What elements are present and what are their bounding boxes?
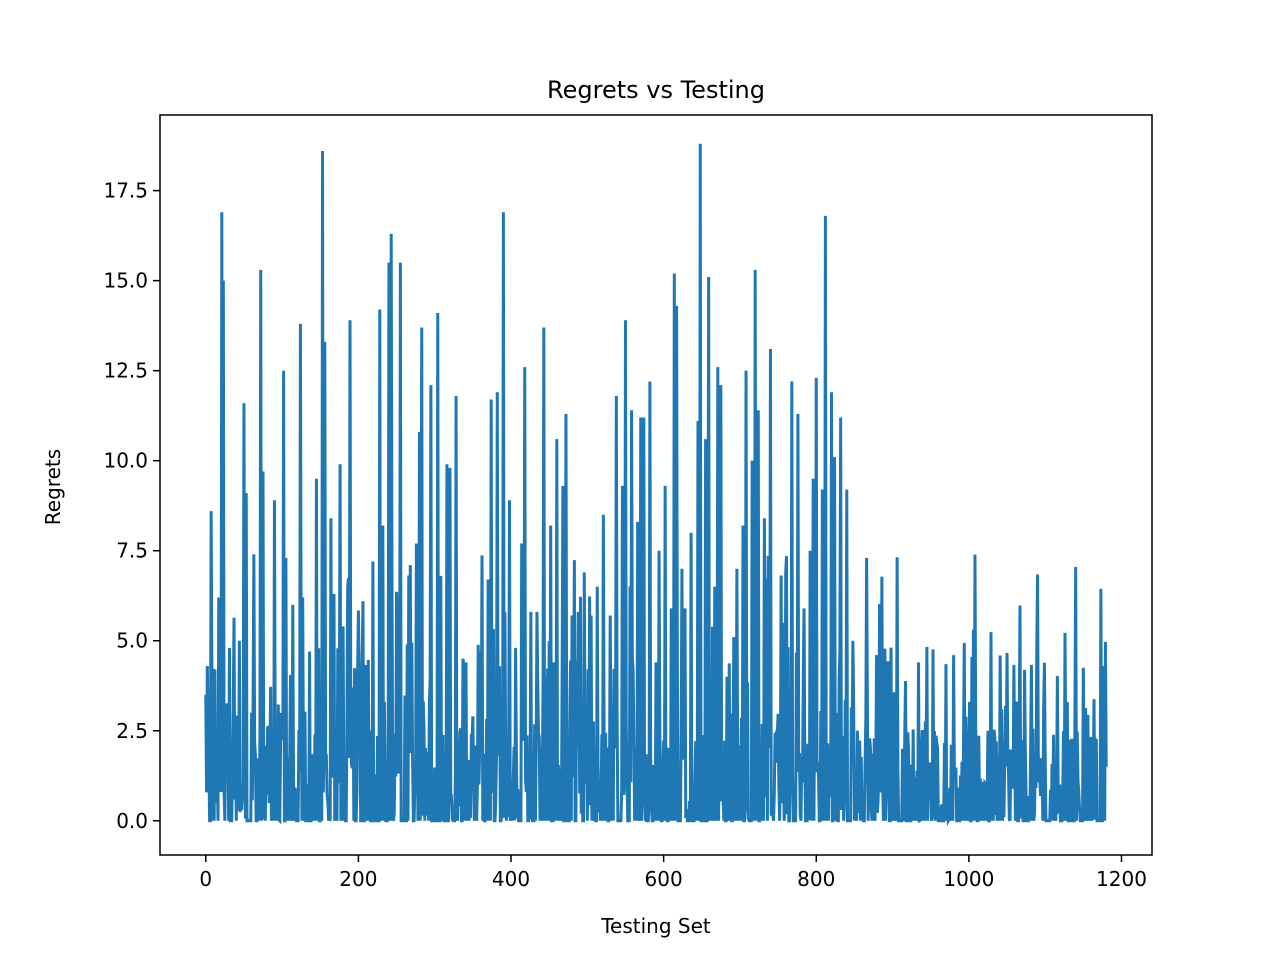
y-tick-label: 15.0: [103, 269, 148, 293]
y-tick-label: 2.5: [116, 719, 148, 743]
axes-frame: [159, 114, 1153, 856]
y-tick-label: 0.0: [116, 809, 148, 833]
plot-area: 0 200 400 600 800 1000 1200 0.0 2.5 5.0 7.5 10.0 12…: [103, 114, 1153, 891]
y-axis-label: Regrets: [41, 449, 65, 525]
y-axis: 0.0 2.5 5.0 7.5 10.0 12.5 15.0 17.5: [103, 179, 160, 833]
chart-title: Regrets vs Testing: [547, 76, 765, 104]
series-line: [204, 143, 1108, 827]
x-tick-label: 0: [199, 867, 212, 891]
y-tick-label: 5.0: [116, 629, 148, 653]
y-tick-label: 12.5: [103, 359, 148, 383]
y-tick-label: 10.0: [103, 449, 148, 473]
x-tick-label: 1000: [943, 867, 994, 891]
y-tick-label: 7.5: [116, 539, 148, 563]
x-tick-label: 400: [492, 867, 530, 891]
x-axis-label: Testing Set: [600, 914, 711, 938]
x-tick-label: 600: [645, 867, 683, 891]
x-axis: 0 200 400 600 800 1000 1200: [199, 855, 1147, 891]
x-tick-label: 1200: [1096, 867, 1147, 891]
y-tick-label: 17.5: [103, 179, 148, 203]
x-tick-label: 200: [339, 867, 377, 891]
x-tick-label: 800: [797, 867, 835, 891]
